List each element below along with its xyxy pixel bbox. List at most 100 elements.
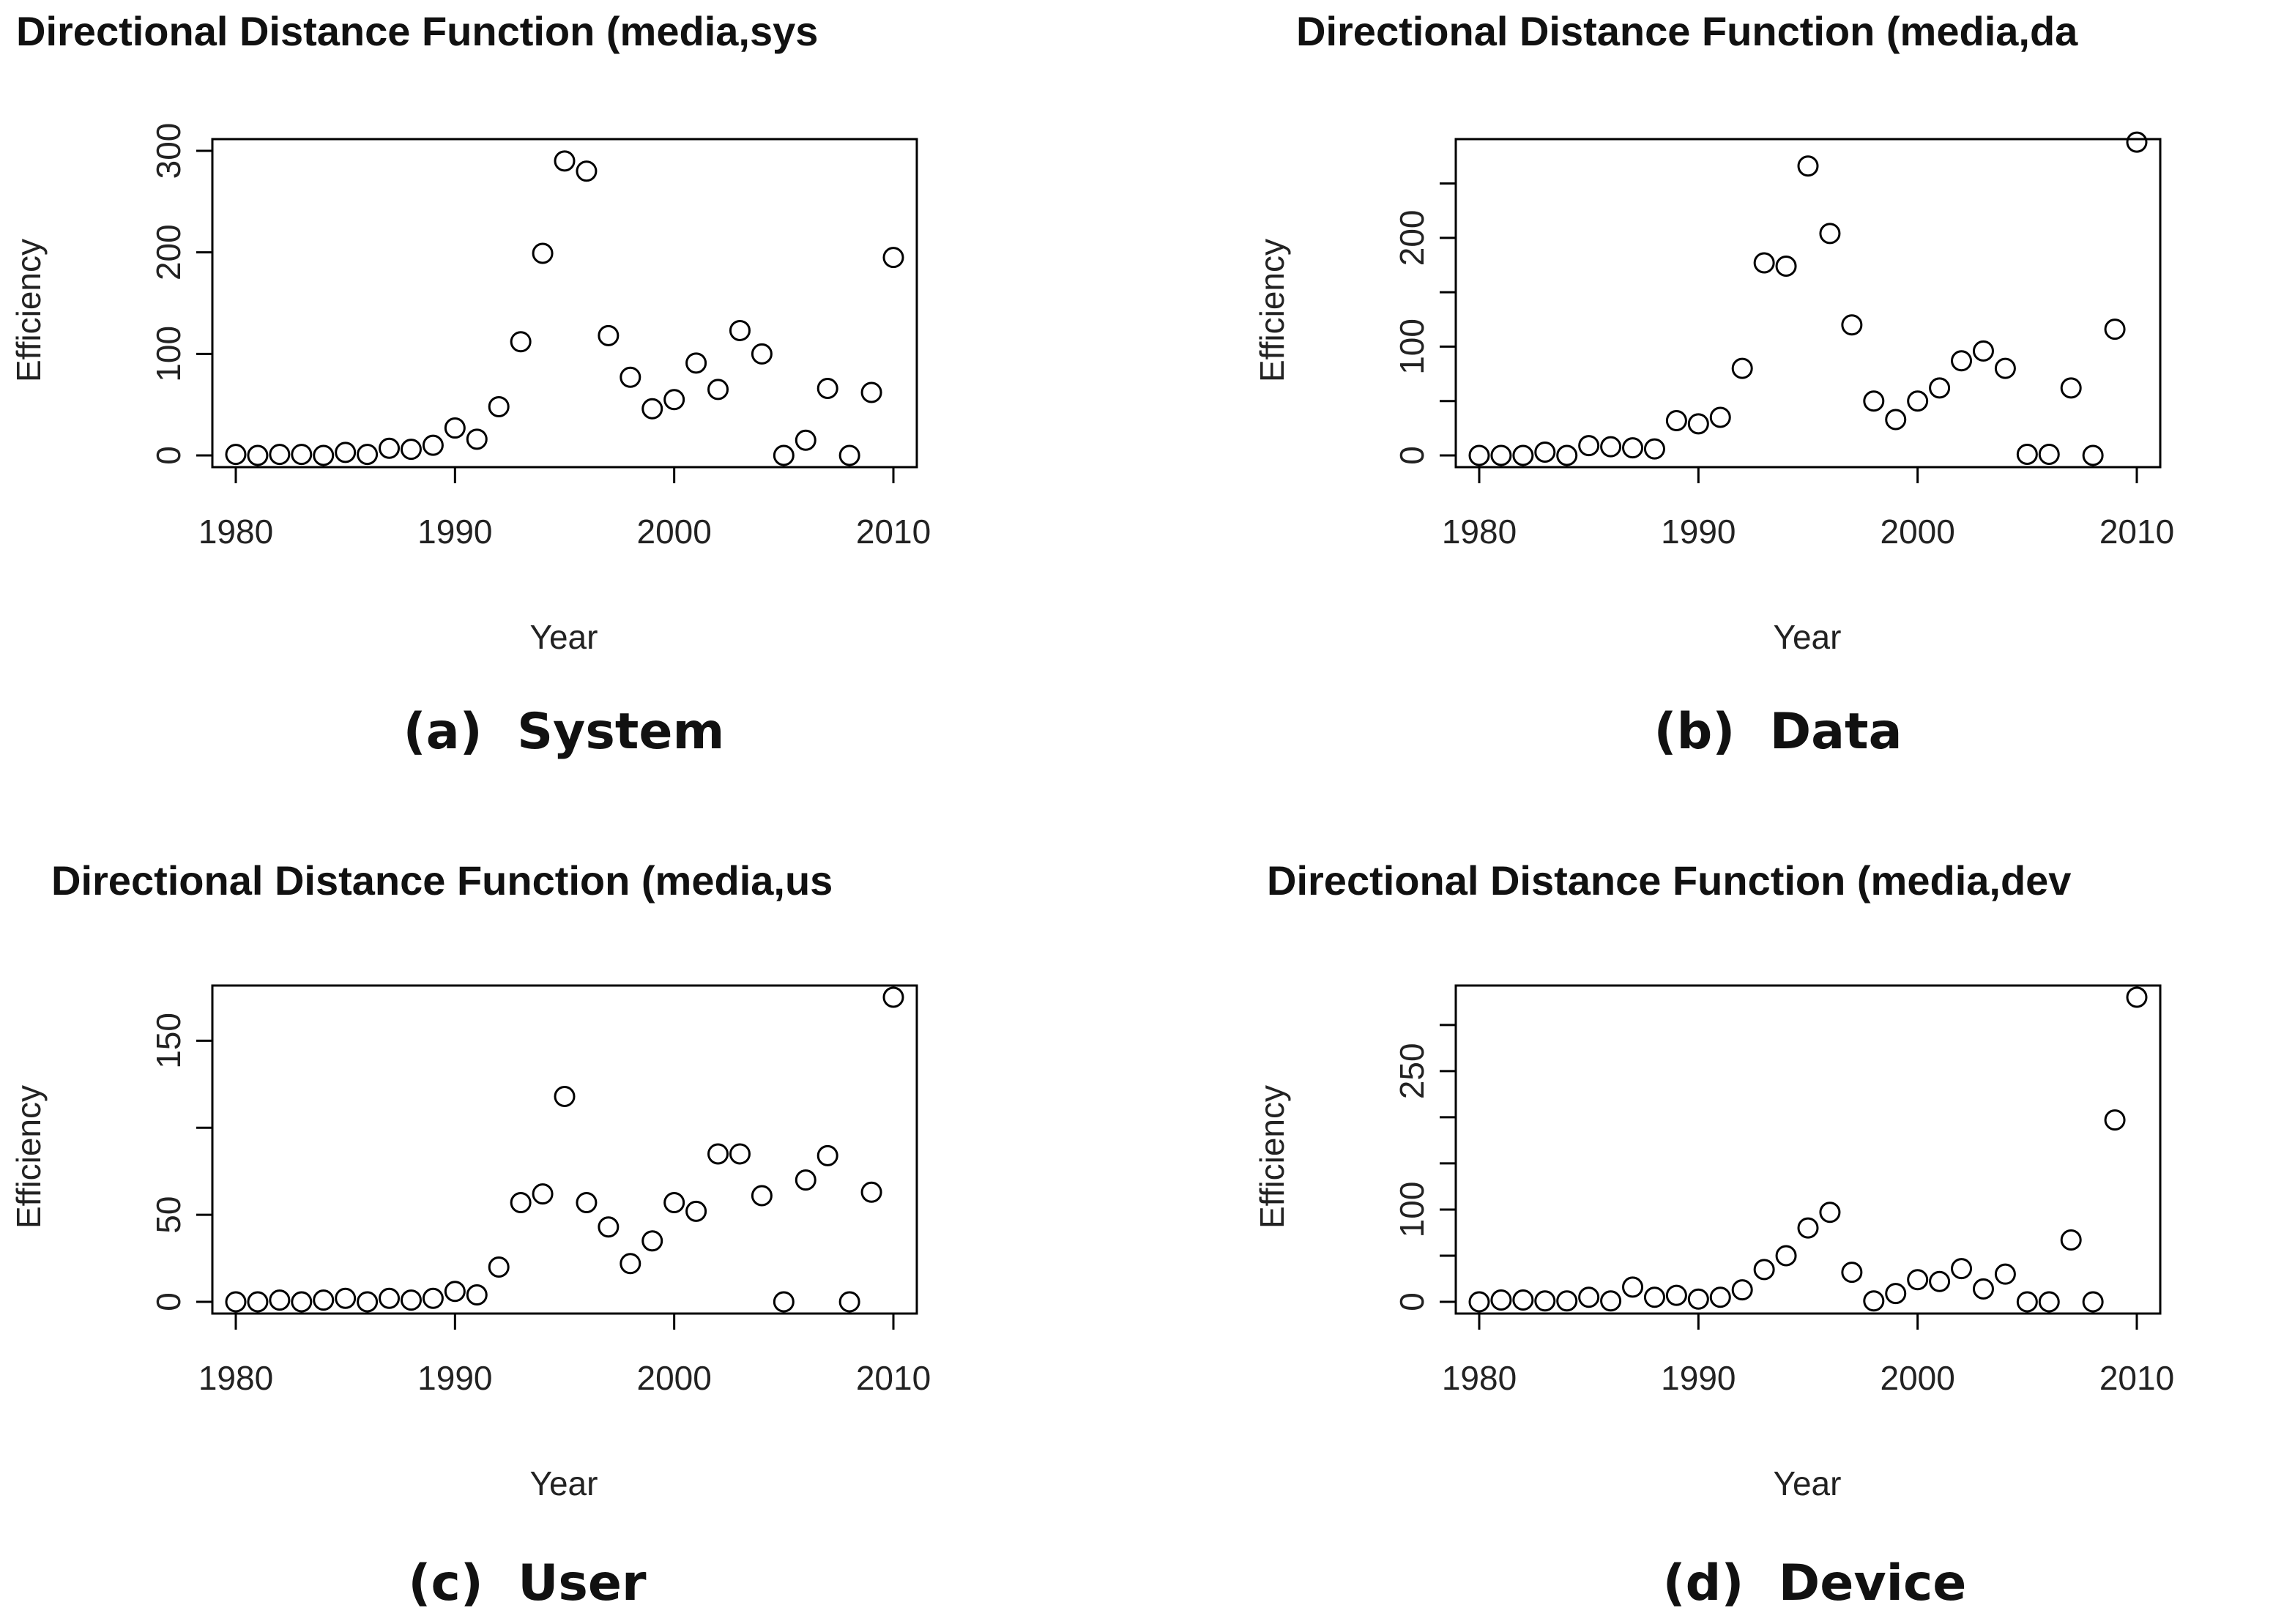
panel-caption: (c) User [408, 1554, 647, 1612]
data-point [2104, 1109, 2126, 1131]
data-point [598, 1216, 620, 1238]
data-point [1951, 1258, 1973, 1280]
data-point [510, 331, 532, 353]
data-point [641, 1230, 663, 1252]
data-point [2060, 1229, 2082, 1251]
data-point [1972, 1278, 1994, 1300]
data-point [247, 1291, 269, 1313]
y-tick-label: 50 [149, 1196, 187, 1234]
data-point [1643, 1286, 1665, 1308]
data-point [532, 242, 554, 264]
y-axis-label: Efficiency [10, 1085, 48, 1229]
data-point [620, 366, 641, 388]
x-tick-label: 2000 [1880, 513, 1954, 551]
data-point [729, 1143, 751, 1165]
data-point [313, 444, 335, 466]
data-point [510, 1192, 532, 1214]
data-point [291, 1291, 313, 1313]
data-point [1556, 1290, 1578, 1312]
x-tick-label: 2010 [856, 513, 931, 551]
data-point [2016, 444, 2038, 466]
y-tick-label: 0 [1393, 1292, 1431, 1311]
data-point [1709, 1286, 1731, 1308]
data-point [1907, 390, 1929, 412]
data-point [838, 444, 860, 466]
data-point [1534, 1290, 1556, 1312]
data-point [1534, 442, 1556, 463]
y-tick-label: 200 [149, 224, 187, 280]
data-point [554, 150, 576, 172]
y-tick-label: 0 [149, 446, 187, 465]
chart-panel: Directional Distance Function (media,sys… [10, 8, 931, 761]
panel-caption: (a) System [403, 703, 725, 761]
data-point [1841, 1262, 1863, 1284]
x-tick-label: 2010 [2099, 513, 2174, 551]
y-tick-label: 0 [1393, 446, 1431, 465]
data-point [444, 1281, 466, 1303]
data-point [1885, 409, 1907, 431]
data-point [1622, 437, 1644, 459]
chart-title: Directional Distance Function (media,da [1296, 8, 2078, 54]
data-point [1951, 350, 1973, 372]
x-tick-label: 1990 [417, 513, 492, 551]
data-point [554, 1085, 576, 1107]
data-point [598, 324, 620, 346]
data-point [795, 429, 816, 451]
data-point [379, 1287, 401, 1309]
data-point [576, 160, 598, 182]
y-axis-label: Efficiency [10, 239, 48, 382]
y-tick-label: 100 [149, 326, 187, 382]
x-tick-label: 1980 [1442, 513, 1517, 551]
x-axis-label: Year [530, 1464, 598, 1502]
data-point [335, 442, 357, 463]
data-point [1731, 1279, 1753, 1301]
data-point [1665, 409, 1687, 431]
data-point [1512, 1289, 1534, 1311]
data-point [729, 319, 751, 341]
data-point [663, 1192, 685, 1214]
x-tick-label: 2000 [636, 1359, 711, 1397]
data-point [2104, 319, 2126, 340]
data-point [335, 1287, 357, 1309]
data-point [2016, 1291, 2038, 1313]
data-point [1863, 390, 1885, 412]
data-point [2082, 444, 2104, 466]
data-point [466, 428, 488, 450]
x-tick-label: 1980 [198, 513, 273, 551]
data-point [357, 444, 379, 466]
data-point [860, 381, 882, 403]
data-point [1709, 406, 1731, 428]
data-point [1863, 1290, 1885, 1312]
x-tick-label: 1990 [417, 1359, 492, 1397]
data-point [1929, 1270, 1951, 1292]
data-point [795, 1169, 816, 1191]
data-point [751, 343, 773, 365]
data-point [1731, 357, 1753, 379]
data-point [444, 417, 466, 439]
data-point [707, 1143, 729, 1165]
data-point [1600, 436, 1622, 458]
data-point [1753, 252, 1775, 274]
y-axis-label: Efficiency [1253, 1085, 1291, 1229]
data-point [641, 398, 663, 420]
x-tick-label: 2000 [1880, 1359, 1954, 1397]
plot-frame [1454, 138, 2162, 469]
data-point [422, 1287, 444, 1309]
data-point [466, 1284, 488, 1305]
y-tick-label: 200 [1393, 209, 1431, 266]
data-point [1687, 1288, 1709, 1310]
data-point [1468, 444, 1490, 466]
x-tick-label: 1990 [1661, 1359, 1736, 1397]
chart-title: Directional Distance Function (media,dev [1267, 857, 2071, 904]
data-point [576, 1192, 598, 1214]
data-point [1643, 438, 1665, 460]
data-point [1578, 435, 1600, 457]
data-point [860, 1181, 882, 1203]
data-point [751, 1185, 773, 1207]
data-point [1885, 1283, 1907, 1305]
data-point [707, 379, 729, 401]
data-point [773, 444, 795, 466]
data-point [1665, 1284, 1687, 1306]
data-point [1753, 1259, 1775, 1281]
